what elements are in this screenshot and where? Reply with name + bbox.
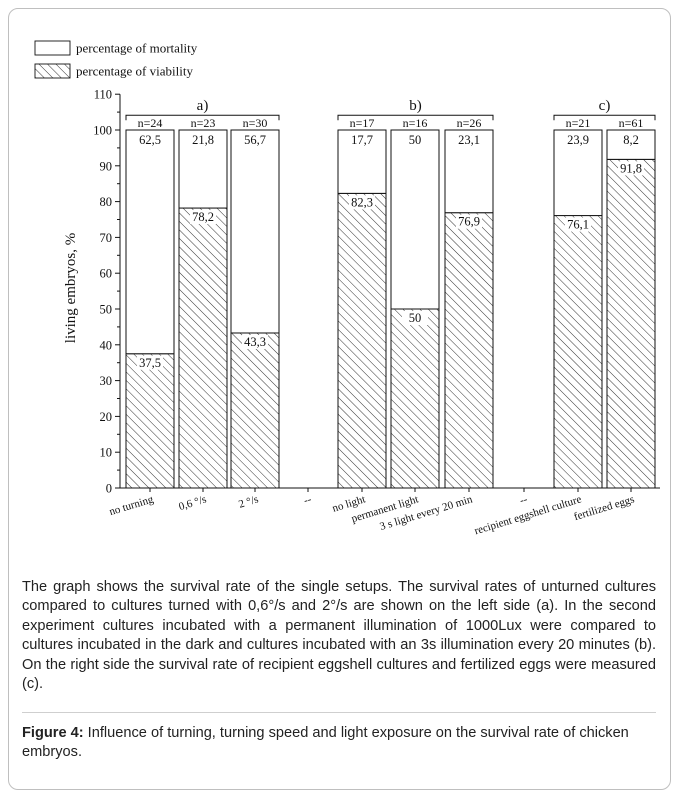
sample-size-label: n=16 bbox=[403, 116, 428, 130]
mortality-value-label: 56,7 bbox=[244, 133, 266, 147]
viability-segment bbox=[606, 158, 656, 489]
mortality-segment bbox=[337, 129, 387, 194]
stacked-bar: n=21 23,9 76,1 bbox=[553, 116, 603, 489]
x-tick-labels: no turning 0,6 °/s 2 °/s -- no lightpermanen… bbox=[108, 493, 636, 537]
viability-label-bg bbox=[190, 210, 216, 225]
legend-mortality-swatch bbox=[34, 40, 71, 56]
y-tick-label: 70 bbox=[100, 231, 113, 245]
y-tick-label: 80 bbox=[100, 195, 113, 209]
y-tick-label: 0 bbox=[106, 482, 112, 496]
legend-viability-swatch bbox=[34, 63, 71, 79]
group-label: b) bbox=[409, 98, 422, 114]
y-tick-label: 50 bbox=[100, 303, 113, 317]
y-tick-label: 30 bbox=[100, 374, 113, 388]
mortality-segment bbox=[178, 129, 228, 209]
mortality-segment bbox=[444, 129, 494, 214]
legend-viability-label: percentage of viability bbox=[76, 64, 193, 79]
viability-label-bg bbox=[618, 161, 644, 176]
viability-label-bg bbox=[456, 214, 482, 229]
viability-value-label: 76,1 bbox=[567, 218, 589, 232]
group-brackets: a) b) c) bbox=[125, 98, 656, 121]
stacked-bar: n=24 62,5 37,5 bbox=[125, 116, 175, 489]
viability-label-bg bbox=[402, 311, 428, 325]
stacked-bar: n=23 21,8 78,2 bbox=[178, 116, 228, 489]
mortality-segment bbox=[125, 129, 175, 355]
y-tick-label: 100 bbox=[93, 124, 112, 138]
y-tick-label: 10 bbox=[100, 446, 113, 460]
y-tick-label: 90 bbox=[100, 159, 113, 173]
viability-segment bbox=[230, 332, 280, 489]
group-bracket bbox=[553, 114, 656, 121]
viability-value-label: 43,3 bbox=[244, 335, 266, 349]
mortality-segment bbox=[230, 129, 280, 334]
x-tick-label: no turning bbox=[108, 493, 156, 518]
x-tick-label: -- bbox=[302, 493, 313, 507]
legend-mortality-label: percentage of mortality bbox=[76, 41, 198, 56]
mortality-value-label: 23,9 bbox=[567, 133, 589, 147]
y-tick-label: 40 bbox=[100, 338, 113, 352]
stacked-bar: n=30 56,7 43,3 bbox=[230, 116, 280, 489]
mortality-segment bbox=[606, 129, 656, 160]
mortality-value-label: 50 bbox=[409, 133, 422, 147]
group-bracket bbox=[337, 114, 494, 121]
mortality-value-label: 17,7 bbox=[351, 133, 373, 147]
viability-value-label: 37,5 bbox=[139, 356, 161, 370]
viability-value-label: 78,2 bbox=[192, 210, 214, 224]
group-label: c) bbox=[599, 98, 611, 114]
viability-segment bbox=[178, 207, 228, 489]
group-label: a) bbox=[197, 98, 209, 114]
sample-size-label: n=26 bbox=[457, 116, 482, 130]
mortality-value-label: 23,1 bbox=[458, 133, 480, 147]
stacked-bar: n=26 23,1 76,9 bbox=[444, 116, 494, 489]
sample-size-label: n=30 bbox=[243, 116, 268, 130]
mortality-segment bbox=[553, 129, 603, 217]
viability-value-label: 91,8 bbox=[620, 161, 642, 175]
mortality-value-label: 62,5 bbox=[139, 133, 161, 147]
viability-label-bg bbox=[242, 334, 268, 349]
x-tick-label: 2 °/s bbox=[237, 493, 260, 510]
viability-segment bbox=[390, 308, 440, 489]
y-tick-label: 60 bbox=[100, 267, 113, 281]
sample-size-label: n=23 bbox=[191, 116, 216, 130]
viability-segment bbox=[125, 353, 175, 489]
viability-segment bbox=[337, 192, 387, 489]
viability-label-bg bbox=[137, 355, 163, 370]
caption-divider bbox=[22, 712, 656, 713]
mortality-value-label: 21,8 bbox=[192, 133, 214, 147]
group-bracket bbox=[125, 114, 280, 121]
figure-caption: Figure 4: Influence of turning, turning … bbox=[22, 724, 656, 763]
stacked-bar-chart: percentage of mortality percentage of vi… bbox=[34, 40, 660, 537]
x-tick-label: recipient eggshell culture bbox=[473, 493, 583, 537]
figure-label: Figure 4: bbox=[22, 725, 84, 741]
y-tick-label: 20 bbox=[100, 410, 113, 424]
x-tick-label: -- bbox=[518, 493, 529, 507]
viability-label-bg bbox=[565, 217, 591, 232]
sample-size-label: n=21 bbox=[566, 116, 591, 130]
y-tick-label: 110 bbox=[94, 88, 112, 102]
mortality-segment bbox=[390, 129, 440, 310]
mortality-value-label: 8,2 bbox=[623, 133, 639, 147]
viability-value-label: 76,9 bbox=[458, 215, 480, 229]
viability-segment bbox=[553, 215, 603, 489]
sample-size-label: n=61 bbox=[619, 116, 644, 130]
sample-size-label: n=24 bbox=[138, 116, 163, 130]
sample-size-label: n=17 bbox=[350, 116, 375, 130]
stacked-bar: n=61 8,2 91,8 bbox=[606, 116, 656, 489]
viability-value-label: 82,3 bbox=[351, 195, 373, 209]
y-axis-label: living embryos, % bbox=[63, 233, 79, 343]
viability-label-bg bbox=[349, 195, 375, 210]
figure-description: The graph shows the survival rate of the… bbox=[22, 579, 656, 693]
stacked-bar: n=16 50 50 bbox=[390, 116, 440, 489]
legend: percentage of mortality percentage of vi… bbox=[34, 40, 198, 79]
stacked-bar: n=17 17,7 82,3 bbox=[337, 116, 387, 489]
viability-segment bbox=[444, 212, 494, 489]
viability-value-label: 50 bbox=[409, 311, 422, 325]
figure-title: Influence of turning, turning speed and … bbox=[22, 725, 629, 761]
bars: n=24 62,5 37,5 n=23 21,8 78,2 n=30 56,7 43,3 n=17… bbox=[125, 116, 656, 489]
x-tick-label: fertilized eggs bbox=[572, 493, 635, 523]
x-tick-label: 0,6 °/s bbox=[177, 493, 208, 513]
